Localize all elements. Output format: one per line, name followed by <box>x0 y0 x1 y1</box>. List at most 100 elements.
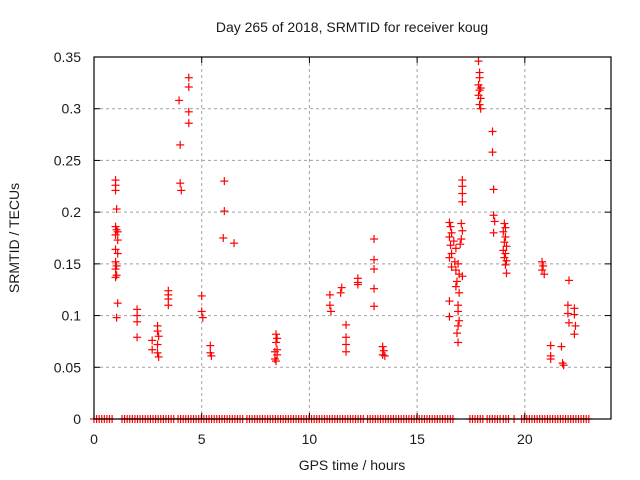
y-tick-label: 0 <box>73 411 81 427</box>
data-point <box>325 301 334 310</box>
data-point <box>502 256 511 265</box>
data-point <box>111 273 120 282</box>
data-point <box>447 262 456 271</box>
data-point <box>455 288 464 297</box>
y-tick-label: 0.2 <box>62 204 82 220</box>
data-point <box>164 301 173 310</box>
data-point <box>148 336 157 345</box>
data-point <box>474 57 483 66</box>
data-point <box>198 313 207 322</box>
data-point <box>378 342 387 351</box>
x-tick-label: 15 <box>409 431 425 447</box>
data-point <box>230 239 239 248</box>
data-point <box>370 284 379 293</box>
data-point <box>153 327 162 336</box>
data-point <box>454 338 463 347</box>
data-point <box>454 321 463 330</box>
data-point <box>353 280 362 289</box>
data-point <box>153 348 162 357</box>
data-point <box>564 318 573 327</box>
data-point <box>501 232 510 241</box>
data-point <box>370 235 379 244</box>
x-tick-label: 10 <box>302 431 318 447</box>
data-point <box>337 283 346 292</box>
data-point <box>273 350 282 359</box>
data-point <box>153 340 162 349</box>
data-point <box>184 119 193 128</box>
data-point <box>446 222 455 231</box>
data-point <box>452 277 461 286</box>
data-point <box>538 257 547 266</box>
data-point <box>451 282 460 291</box>
data-point <box>546 341 555 350</box>
data-point <box>458 226 467 235</box>
data-point <box>197 307 206 316</box>
chart-title: Day 265 of 2018, SRMTID for receiver kou… <box>216 19 488 35</box>
data-point <box>220 207 229 216</box>
data-point <box>176 179 185 188</box>
data-point <box>540 270 549 279</box>
data-point <box>111 257 120 266</box>
data-point <box>563 301 572 310</box>
plot-frame <box>93 56 612 420</box>
data-point <box>184 82 193 91</box>
data-point <box>476 104 485 113</box>
data-point <box>206 341 215 350</box>
data-point <box>454 307 463 316</box>
data-point <box>175 96 184 105</box>
x-tick-label: 5 <box>198 431 206 447</box>
data-point <box>456 240 465 249</box>
data-point <box>500 219 509 228</box>
data-point <box>446 241 455 250</box>
data-point <box>336 288 345 297</box>
data-point <box>571 321 580 330</box>
data-point <box>154 332 163 341</box>
data-point <box>445 312 454 321</box>
y-tick-label: 0.15 <box>54 256 81 272</box>
data-point <box>447 228 456 237</box>
x-axis-label: GPS time / hours <box>299 457 406 473</box>
data-point <box>111 230 120 239</box>
data-point <box>272 357 281 366</box>
data-point <box>488 148 497 157</box>
data-point <box>538 266 547 275</box>
data-point <box>197 291 206 300</box>
grid-lines <box>94 57 611 419</box>
data-point <box>476 94 485 103</box>
data-point <box>112 313 121 322</box>
data-point <box>458 197 467 206</box>
data-point <box>546 355 555 364</box>
data-point <box>207 351 216 360</box>
data-point <box>445 232 454 241</box>
data-point <box>570 310 579 319</box>
data-point <box>500 238 509 247</box>
data-point <box>458 272 467 281</box>
data-point <box>475 100 484 109</box>
data-point <box>451 266 460 275</box>
data-point <box>342 320 351 329</box>
y-tick-label: 0.3 <box>62 101 82 117</box>
data-point <box>501 249 510 258</box>
data-point <box>475 73 484 82</box>
data-point <box>113 299 122 308</box>
data-point <box>370 265 379 274</box>
data-point <box>272 338 281 347</box>
data-point <box>154 352 163 361</box>
data-point <box>379 346 388 355</box>
data-point <box>452 329 461 338</box>
data-point <box>501 223 510 232</box>
data-point <box>113 236 122 245</box>
data-point <box>447 249 456 258</box>
data-point <box>184 73 193 82</box>
data-point <box>111 186 120 195</box>
data-point <box>184 107 193 116</box>
data-point <box>113 249 122 258</box>
data-point <box>111 265 120 274</box>
y-axis-label: SRMTID / TECUs <box>6 183 22 293</box>
data-point <box>378 350 387 359</box>
data-point <box>177 186 186 195</box>
y-tick-label: 0.05 <box>54 359 81 375</box>
data-point <box>445 297 454 306</box>
data-point <box>563 309 572 318</box>
